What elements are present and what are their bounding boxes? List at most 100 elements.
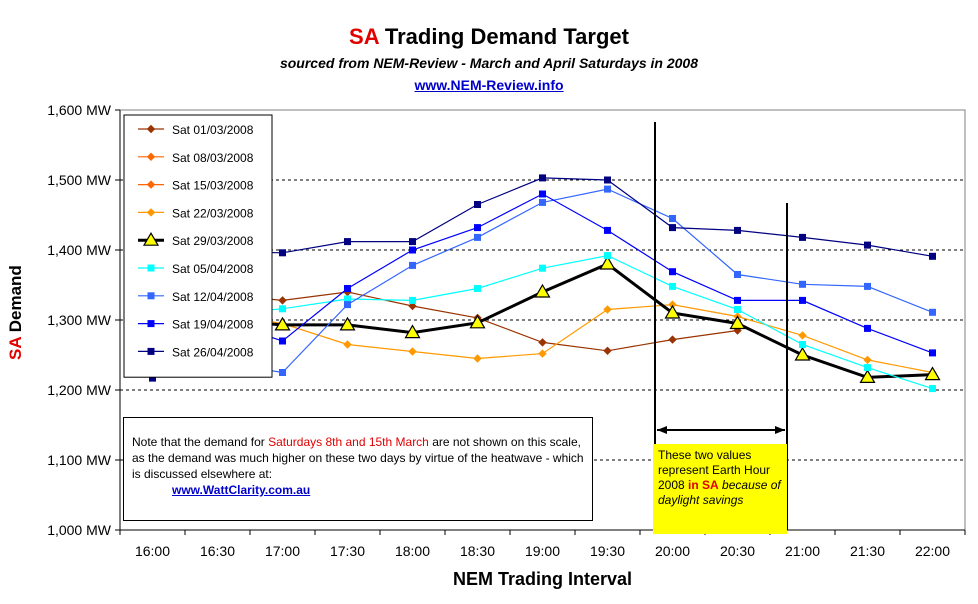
- data-point: [864, 241, 871, 249]
- data-point: [409, 238, 416, 246]
- series-line: [217, 254, 933, 390]
- data-point: [408, 347, 417, 356]
- legend-label: Sat 22/03/2008: [172, 206, 254, 220]
- data-point: [799, 233, 806, 241]
- x-tick-label: 17:30: [330, 543, 365, 559]
- data-point: [147, 347, 155, 355]
- data-point: [409, 246, 416, 254]
- legend-label: Sat 15/03/2008: [172, 179, 254, 193]
- data-point: [343, 340, 352, 349]
- data-point: [929, 349, 936, 357]
- series: [214, 185, 936, 376]
- legend-label: Sat 29/03/2008: [172, 234, 254, 248]
- data-point: [604, 252, 611, 260]
- data-point: [279, 337, 286, 345]
- y-tick-label: 1,600 MW: [47, 102, 112, 118]
- x-tick-label: 17:00: [265, 543, 300, 559]
- data-point: [929, 308, 936, 316]
- data-point: [859, 369, 876, 383]
- data-point: [344, 238, 351, 246]
- data-point: [344, 301, 351, 309]
- data-point: [539, 198, 546, 206]
- x-tick-label: 19:30: [590, 543, 625, 559]
- x-tick-label: 20:30: [720, 543, 755, 559]
- data-point: [604, 226, 611, 234]
- series-line: [217, 188, 933, 374]
- data-point: [408, 301, 417, 311]
- data-point: [469, 314, 486, 329]
- y-tick-label: 1,200 MW: [47, 382, 112, 398]
- legend-label: Sat 19/04/2008: [172, 318, 254, 332]
- data-point: [539, 264, 546, 272]
- x-tick-label: 18:00: [395, 543, 430, 559]
- data-point: [409, 296, 416, 304]
- data-point: [539, 190, 546, 198]
- wattclarity-link[interactable]: www.WattClarity.com.au: [172, 483, 311, 497]
- data-point: [669, 282, 676, 290]
- data-point: [146, 124, 156, 134]
- data-point: [599, 255, 616, 270]
- data-point: [146, 152, 156, 162]
- y-tick-label: 1,000 MW: [47, 522, 112, 538]
- data-point: [604, 185, 611, 193]
- series-line: [217, 262, 933, 379]
- data-point: [669, 268, 676, 276]
- series: [149, 174, 936, 382]
- data-point: [604, 176, 611, 184]
- data-point: [146, 180, 156, 189]
- y-tick-label: 1,300 MW: [47, 312, 112, 328]
- data-point: [474, 201, 481, 208]
- data-point: [929, 252, 936, 260]
- source-link[interactable]: www.NEM-Review.info: [414, 77, 564, 93]
- chart-title: SA Trading Demand Target: [349, 24, 629, 49]
- x-tick-label: 16:00: [135, 543, 170, 559]
- data-point: [539, 174, 546, 182]
- x-tick-label: 22:00: [915, 543, 950, 559]
- series: [214, 252, 936, 393]
- series: [214, 190, 936, 357]
- data-point: [538, 349, 547, 358]
- data-point: [404, 324, 421, 339]
- x-tick-label: 21:30: [850, 543, 885, 559]
- data-point: [734, 296, 741, 304]
- data-point: [863, 355, 872, 365]
- data-point: [734, 226, 741, 234]
- data-point: [929, 385, 936, 393]
- legend-label: Sat 08/03/2008: [172, 151, 254, 165]
- data-point: [538, 338, 547, 347]
- arrow-head-left: [657, 426, 667, 434]
- chart-subtitle: sourced from NEM-Review - March and Apri…: [279, 55, 699, 71]
- legend-label: Sat 12/04/2008: [172, 290, 254, 304]
- data-point: [669, 224, 676, 232]
- data-point: [798, 331, 807, 340]
- data-point: [664, 304, 681, 319]
- heatwave-note: Note that the demand for Saturdays 8th a…: [123, 417, 593, 521]
- data-point: [473, 354, 482, 363]
- data-point: [339, 316, 356, 331]
- legend: Sat 01/03/2008 Sat 08/03/2008 Sat 15/03/20…: [123, 114, 273, 378]
- data-point: [799, 280, 806, 288]
- x-tick-label: 20:00: [655, 543, 690, 559]
- legend-label: Sat 01/03/2008: [172, 123, 254, 137]
- legend-box: [123, 114, 273, 378]
- y-tick-label: 1,100 MW: [47, 452, 112, 468]
- data-point: [799, 296, 806, 304]
- data-point: [603, 346, 612, 356]
- data-point: [147, 320, 155, 328]
- series-line: [217, 193, 933, 354]
- data-point: [729, 315, 746, 330]
- data-point: [864, 364, 871, 372]
- x-tick-label: 19:00: [525, 543, 560, 559]
- y-axis-label: SA Demand: [6, 265, 25, 360]
- arrow-head-right: [775, 426, 785, 434]
- data-point: [534, 283, 551, 298]
- earth-hour-annotation: These two values represent Earth Hour 20…: [653, 444, 787, 534]
- data-point: [924, 366, 941, 381]
- data-point: [794, 346, 811, 361]
- data-point: [669, 215, 676, 222]
- data-point: [864, 282, 871, 290]
- data-point: [409, 261, 416, 269]
- legend-label: Sat 05/04/2008: [172, 262, 254, 276]
- data-point: [279, 249, 286, 257]
- data-point: [474, 224, 481, 232]
